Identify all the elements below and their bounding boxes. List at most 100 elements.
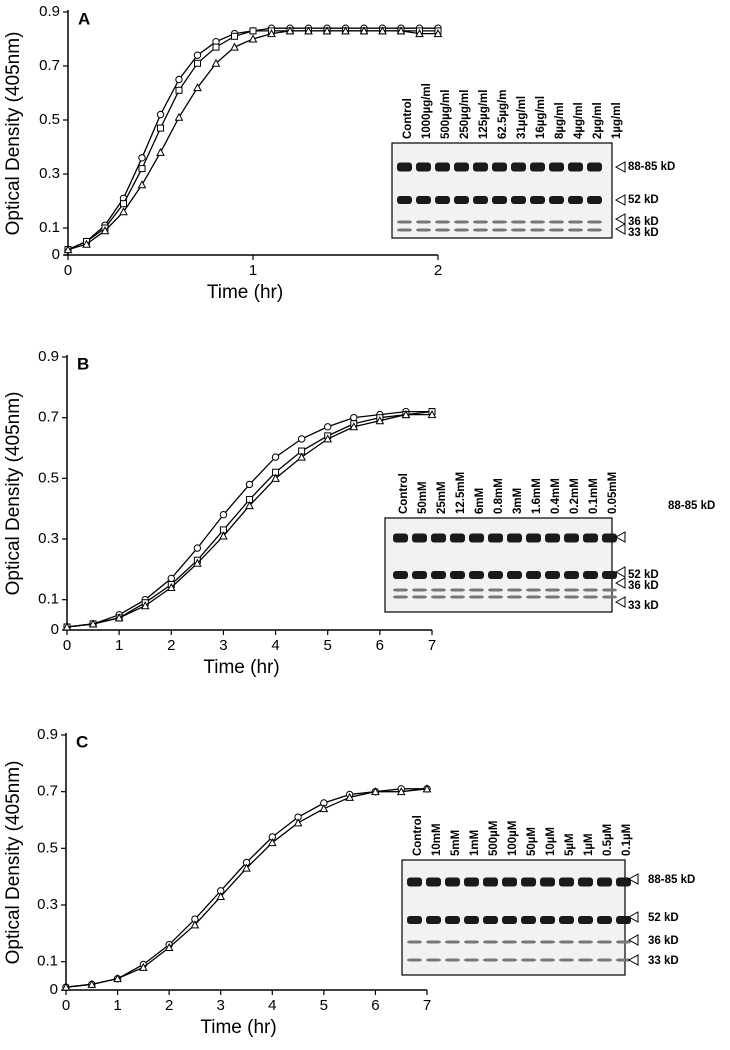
x-axis-title: Time (hr) bbox=[207, 282, 283, 303]
gel-band bbox=[616, 958, 631, 962]
gel-band bbox=[545, 533, 560, 543]
gel-lane-label: 25mM bbox=[436, 481, 448, 514]
gel-band bbox=[578, 877, 593, 887]
gel-band bbox=[597, 958, 612, 962]
gel-band bbox=[568, 162, 583, 172]
marker bbox=[345, 792, 354, 801]
gel-band bbox=[445, 916, 460, 924]
gel-lane-label: 125µg/ml bbox=[478, 90, 490, 139]
gel-band bbox=[616, 916, 631, 924]
gel-band bbox=[450, 533, 465, 543]
gel-band bbox=[488, 571, 503, 579]
marker bbox=[212, 43, 220, 51]
band-arrow bbox=[614, 566, 626, 578]
series-line bbox=[67, 30, 438, 251]
marker bbox=[242, 863, 251, 872]
gel-band bbox=[407, 877, 422, 887]
gel-lane-label: 10mM bbox=[431, 823, 443, 856]
gel-band bbox=[397, 220, 412, 224]
gel-band bbox=[407, 940, 422, 944]
gel-lane-label: Control bbox=[402, 98, 414, 139]
gel-band bbox=[473, 220, 488, 224]
gel-band bbox=[587, 220, 602, 224]
marker bbox=[137, 180, 147, 189]
x-axis-title: Time (hr) bbox=[203, 657, 279, 678]
marker bbox=[245, 480, 254, 489]
marker bbox=[113, 974, 122, 983]
y-tick-label: 0 bbox=[51, 621, 59, 638]
gel-band bbox=[431, 571, 446, 579]
gel-band bbox=[597, 940, 612, 944]
gel-band bbox=[526, 595, 541, 599]
marker bbox=[194, 59, 201, 67]
gel-lane-label: 4µg/ml bbox=[573, 102, 585, 139]
marker bbox=[140, 601, 150, 610]
gel-band bbox=[454, 220, 469, 224]
x-tick-label: 4 bbox=[271, 637, 279, 654]
y-axis-title: Optical Density (405nm) bbox=[3, 392, 24, 596]
gel-band bbox=[521, 877, 536, 887]
gel-band bbox=[597, 916, 612, 924]
marker bbox=[138, 154, 146, 162]
gel-band-label: 33 kD bbox=[628, 600, 659, 612]
gel-band bbox=[540, 958, 555, 962]
y-tick-label: 0 bbox=[52, 246, 60, 263]
gel-lane-label: Control bbox=[412, 815, 424, 856]
gel-band bbox=[412, 571, 427, 579]
gel-band bbox=[488, 533, 503, 543]
x-tick-label: 3 bbox=[219, 637, 227, 654]
gel-band bbox=[502, 877, 517, 887]
gel-lane-label: 31µg/ml bbox=[516, 96, 528, 139]
gel-band bbox=[502, 916, 517, 924]
band-arrow bbox=[614, 577, 626, 589]
marker bbox=[297, 435, 306, 443]
gel-band bbox=[469, 533, 484, 543]
gel-band bbox=[492, 196, 507, 204]
marker bbox=[156, 110, 165, 119]
gel-lane-label: 0.1mM bbox=[588, 478, 600, 514]
marker bbox=[61, 982, 71, 991]
x-tick-label: 7 bbox=[423, 997, 431, 1014]
gel-band-label: 52 kD bbox=[628, 194, 659, 206]
gel-band bbox=[540, 877, 555, 887]
gel-band bbox=[559, 916, 574, 924]
x-tick-label: 0 bbox=[63, 637, 71, 654]
x-tick-label: 2 bbox=[434, 262, 442, 279]
gel-band bbox=[454, 162, 469, 172]
gel-band bbox=[469, 595, 484, 599]
y-tick-label: 0.3 bbox=[38, 530, 59, 547]
gel-lane-label: 50mM bbox=[417, 481, 429, 514]
marker bbox=[138, 165, 146, 173]
gel-band bbox=[526, 588, 541, 592]
gel-band bbox=[435, 220, 450, 224]
gel-band bbox=[416, 196, 431, 204]
gel-lane-label: 1.6mM bbox=[531, 478, 543, 514]
series-line bbox=[65, 788, 428, 988]
gel-band-label: 36 kD bbox=[628, 216, 659, 228]
gel-band bbox=[412, 533, 427, 543]
gel-band bbox=[511, 162, 526, 172]
marker bbox=[297, 452, 306, 461]
marker bbox=[156, 147, 165, 156]
x-tick-label: 5 bbox=[320, 997, 328, 1014]
gel-band bbox=[616, 877, 631, 887]
marker bbox=[319, 804, 329, 813]
gel-lane-label: 0.5µM bbox=[602, 824, 614, 856]
band-arrow bbox=[627, 873, 639, 885]
marker bbox=[82, 239, 91, 248]
gel-lane-label: 1µg/ml bbox=[611, 102, 623, 139]
gel-band bbox=[492, 162, 507, 172]
gel-lane-label: 12.5mM bbox=[455, 472, 467, 514]
gel-band bbox=[473, 196, 488, 204]
band-arrow bbox=[614, 213, 626, 225]
gel-lane-label: 3mM bbox=[512, 488, 524, 514]
gel-band bbox=[530, 228, 545, 232]
marker bbox=[157, 124, 164, 132]
gel-band bbox=[393, 533, 408, 543]
x-tick-label: 2 bbox=[167, 637, 175, 654]
y-axis-title: Optical Density (405nm) bbox=[3, 761, 24, 965]
gel-band bbox=[431, 588, 446, 592]
gel-band bbox=[483, 958, 498, 962]
panel-label: B bbox=[77, 354, 89, 373]
gel-band bbox=[549, 196, 564, 204]
